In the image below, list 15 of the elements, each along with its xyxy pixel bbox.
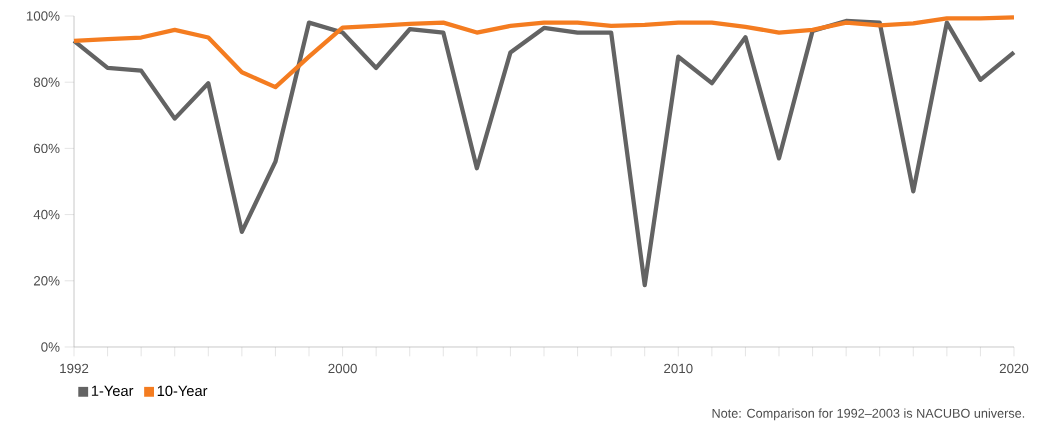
x-tick-label: 2020 xyxy=(999,363,1029,374)
y-tick-label: 40% xyxy=(33,209,60,220)
y-tick-label: 60% xyxy=(33,143,60,154)
line-series xyxy=(71,18,1017,288)
line-series xyxy=(71,15,1017,90)
text: Note: Comparison for 1992–2003 is NACUBO universe. xyxy=(712,408,1025,421)
x-tick-label: 2010 xyxy=(664,363,693,374)
legend-label: 10-Year xyxy=(157,385,208,397)
y-tick-label: 20% xyxy=(33,276,60,286)
x-tick-label: 2000 xyxy=(328,363,357,374)
legend-label: 1-Year xyxy=(91,385,134,396)
y-tick-label: 80% xyxy=(33,77,60,87)
y-tick-label: 0% xyxy=(41,342,60,352)
y-tick-label: 100% xyxy=(26,11,60,21)
x-tick-label: 1992 xyxy=(60,363,89,374)
